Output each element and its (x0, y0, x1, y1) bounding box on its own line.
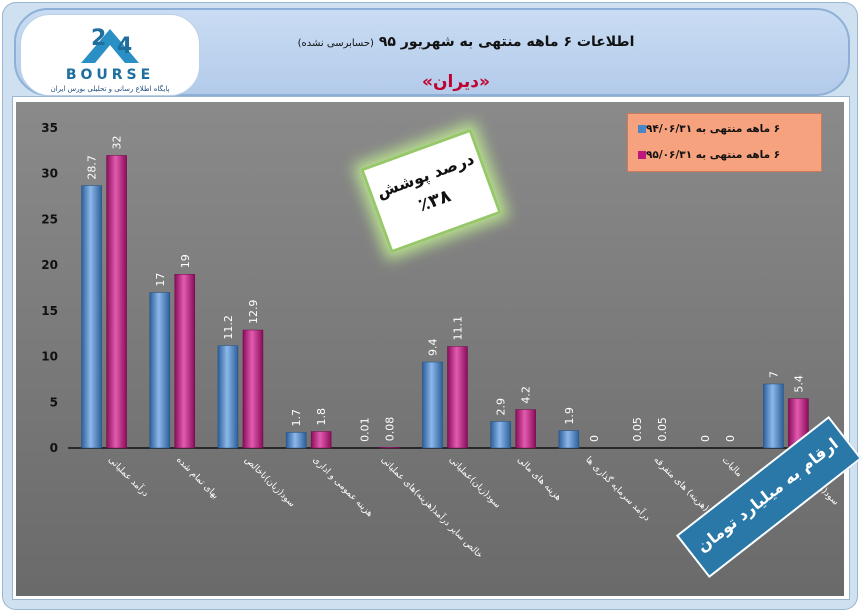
legend-item-series-2: ۶ ماهه منتهی به ۹۵/۰۶/۳۱ (634, 149, 814, 161)
y-tick-label: 20 (41, 258, 58, 272)
bar-series-1 (763, 383, 784, 449)
data-label: 1.7 (290, 409, 303, 427)
data-label: 0 (588, 435, 601, 442)
data-label: 1.8 (315, 408, 328, 426)
data-label: 0.05 (656, 417, 669, 442)
y-tick-label: 15 (41, 304, 58, 318)
bar-series-2 (242, 329, 264, 449)
svg-text:4: 4 (117, 34, 132, 59)
data-label: 32 (111, 135, 124, 149)
y-tick-label: 25 (41, 212, 58, 226)
chart-legend: ۶ ماهه منتهی به ۹۴/۰۶/۳۱ ۶ ماهه منتهی به… (627, 113, 822, 172)
data-label: 1.9 (563, 407, 576, 425)
y-tick-label: 0 (50, 441, 58, 455)
logo-mark-icon: 4 2 (81, 26, 139, 63)
bar-series-1 (149, 292, 171, 449)
page-title: اطلاعات ۶ ماهه منتهی به شهریور ۹۵ (حسابر… (256, 34, 676, 50)
bar-series-1 (490, 421, 511, 449)
bar-series-2 (379, 447, 400, 449)
bar-series-2 (174, 274, 196, 449)
legend-swatch-series-2 (638, 151, 646, 159)
bar-series-1 (422, 361, 443, 449)
data-label: 0.01 (358, 417, 371, 442)
svg-text:2: 2 (91, 26, 106, 51)
data-label: 4.2 (520, 386, 533, 404)
data-label: 12.9 (247, 300, 260, 325)
data-label: 28.7 (86, 155, 99, 180)
bar-series-1 (285, 432, 307, 449)
data-label: 9.4 (427, 339, 440, 357)
data-label: 17 (154, 273, 167, 287)
logo-brand: BOURSE (65, 67, 155, 83)
y-tick-label: 30 (41, 167, 58, 181)
data-label: 5.4 (792, 375, 805, 393)
y-tick-label: 5 (50, 395, 58, 409)
data-label: 0 (699, 435, 712, 442)
logo-tagline: پایگاه اطلاع رسانی و تحلیلی بورس ایران (50, 85, 170, 93)
y-tick-label: 10 (41, 350, 58, 364)
data-label: 11.2 (222, 315, 235, 339)
bar-series-2 (447, 346, 468, 449)
bar-series-2 (310, 431, 332, 449)
data-label: 0 (724, 435, 737, 442)
bar-series-2 (106, 155, 127, 449)
data-label: 0.05 (631, 417, 644, 442)
bourse-logo: 4 2 BOURSE پایگاه اطلاع رسانی و تحلیلی ب… (20, 14, 200, 96)
data-label: 7 (767, 371, 780, 378)
data-label: 11.1 (452, 316, 465, 341)
data-label: 19 (179, 254, 192, 268)
data-label: 0.08 (383, 417, 396, 442)
title-note: (حسابرسی نشده) (297, 38, 374, 49)
bar-series-1 (217, 345, 239, 449)
header-banner: 4 2 BOURSE پایگاه اطلاع رسانی و تحلیلی ب… (14, 8, 850, 96)
title-text: اطلاعات ۶ ماهه منتهی به شهریور ۹۵ (378, 34, 635, 50)
company-name: «دیران» (422, 72, 490, 92)
bar-series-1 (558, 430, 580, 449)
legend-label-series-1: ۶ ماهه منتهی به ۹۴/۰۶/۳۱ (646, 123, 781, 135)
legend-swatch-series-1 (638, 125, 646, 133)
legend-label-series-2: ۶ ماهه منتهی به ۹۵/۰۶/۳۱ (646, 149, 781, 161)
data-label: 2.9 (495, 398, 508, 416)
legend-item-series-1: ۶ ماهه منتهی به ۹۴/۰۶/۳۱ (634, 123, 814, 135)
y-tick-label: 35 (41, 121, 58, 135)
bar-series-2 (515, 409, 536, 449)
bar-series-1 (81, 185, 102, 449)
